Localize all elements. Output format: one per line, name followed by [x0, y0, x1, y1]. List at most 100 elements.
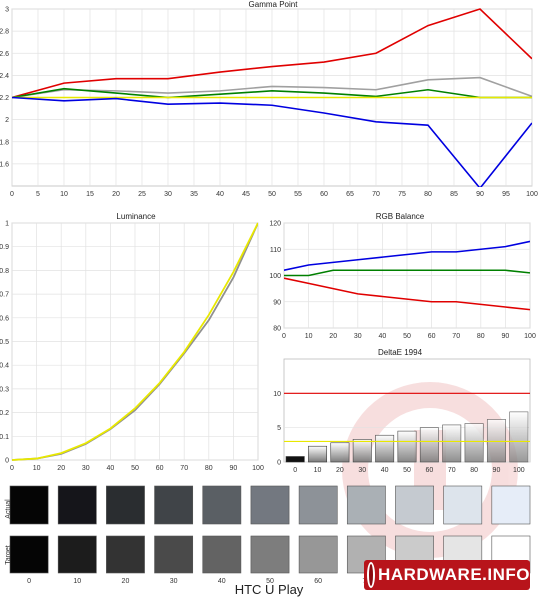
- y-tick-label: 0: [5, 458, 9, 465]
- y-tick-label: 3: [5, 7, 9, 14]
- deltae-bar-40: [375, 434, 395, 463]
- x-tick-label: 55: [294, 191, 302, 198]
- x-tick-label: 25: [138, 191, 146, 198]
- actual-row-label: Actual: [5, 499, 12, 519]
- series-line-0: [284, 240, 530, 272]
- y-tick-label: 110: [270, 247, 281, 254]
- x-tick-label: 60: [156, 465, 164, 472]
- deltae-chart-title: DeltaE 1994: [378, 348, 423, 357]
- deltae-bar-70: [442, 424, 462, 463]
- deltae-bar-0: [285, 456, 305, 463]
- x-tick-label: 80: [424, 191, 432, 198]
- x-tick-label: 60: [425, 467, 433, 474]
- x-tick-label: 10: [314, 467, 322, 474]
- y-tick-label: 2.8: [0, 29, 9, 36]
- series-line-2: [284, 277, 530, 311]
- x-tick-label: 80: [205, 465, 213, 472]
- x-tick-label: 70: [372, 191, 380, 198]
- x-tick-label: 50: [268, 191, 276, 198]
- actual-swatch-20: [106, 485, 145, 525]
- swatch-label: 50: [266, 578, 274, 585]
- x-tick-label: 35: [190, 191, 198, 198]
- y-tick-label: 0.7: [0, 292, 9, 299]
- x-tick-label: 10: [305, 333, 313, 340]
- actual-swatch-100: [491, 485, 531, 525]
- y-tick-label: 120: [269, 221, 281, 228]
- x-tick-label: 75: [398, 191, 406, 198]
- y-tick-label: 2.4: [0, 73, 9, 80]
- target-swatch-40: [202, 535, 242, 574]
- x-tick-label: 0: [282, 333, 286, 340]
- actual-swatch-60: [298, 485, 338, 525]
- y-tick-label: 0.1: [0, 434, 9, 441]
- x-tick-label: 70: [448, 467, 456, 474]
- hardware-info-logo-icon: [367, 562, 376, 588]
- x-tick-label: 10: [60, 191, 68, 198]
- x-tick-label: 50: [131, 465, 139, 472]
- y-tick-label: 1.8: [0, 139, 9, 146]
- x-tick-label: 100: [513, 467, 525, 474]
- x-tick-label: 30: [358, 467, 366, 474]
- luminance-chart-title: Luminance: [116, 212, 156, 221]
- y-tick-label: 1: [5, 221, 9, 228]
- actual-swatch-90: [443, 485, 483, 525]
- y-tick-label: 2.2: [0, 95, 9, 102]
- y-tick-label: 0.2: [0, 410, 9, 417]
- x-tick-label: 20: [112, 191, 120, 198]
- deltae-bar-10: [308, 445, 328, 463]
- deltae-bar-90: [486, 419, 506, 463]
- actual-swatch-30: [154, 485, 194, 525]
- y-tick-label: 0.6: [0, 315, 9, 322]
- y-tick-label: 2.6: [0, 51, 9, 58]
- luminance-chart: Luminance 00.10.20.30.40.50.60.70.80.910…: [0, 212, 264, 472]
- hardware-info-logo: HARDWARE.INFO: [364, 560, 530, 590]
- target-swatch-50: [250, 535, 290, 574]
- x-tick-label: 45: [242, 191, 250, 198]
- target-swatch-0: [9, 535, 49, 574]
- x-tick-label: 60: [320, 191, 328, 198]
- target-swatch-60: [298, 535, 338, 574]
- x-tick-label: 40: [381, 467, 389, 474]
- x-tick-label: 40: [216, 191, 224, 198]
- actual-swatch-40: [202, 485, 242, 525]
- brand-name: HARDWARE.INFO: [378, 565, 530, 584]
- device-title: HTC U Play: [234, 582, 304, 597]
- x-tick-label: 90: [493, 467, 501, 474]
- deltae-bar-50: [397, 430, 417, 463]
- series-line-4: [12, 96, 532, 187]
- target-swatch-20: [106, 535, 145, 574]
- x-tick-label: 20: [336, 467, 344, 474]
- x-tick-label: 80: [477, 333, 485, 340]
- actual-swatch-0: [9, 485, 49, 525]
- x-tick-label: 90: [476, 191, 484, 198]
- x-tick-label: 0: [293, 467, 297, 474]
- y-tick-label: 100: [269, 273, 281, 280]
- x-tick-label: 40: [107, 465, 115, 472]
- x-tick-label: 60: [428, 333, 436, 340]
- series-line-1: [284, 269, 530, 277]
- y-tick-label: 1.6: [0, 161, 9, 168]
- y-tick-label: 0.8: [0, 268, 9, 275]
- x-tick-label: 100: [252, 465, 264, 472]
- x-tick-label: 0: [10, 191, 14, 198]
- y-tick-label: 0.9: [0, 244, 9, 251]
- x-tick-label: 90: [502, 333, 510, 340]
- actual-swatch-50: [250, 485, 290, 525]
- target-row-label: Target: [5, 545, 12, 565]
- swatch-label: 40: [218, 578, 226, 585]
- swatch-label: 0: [27, 578, 31, 585]
- rgb-balance-chart: RGB Balance 80 90 100 110 120 0 10 20 30 40 50 60 70…: [269, 212, 536, 340]
- x-tick-label: 85: [450, 191, 458, 198]
- x-tick-label: 5: [36, 191, 40, 198]
- deltae-bar-60: [419, 427, 439, 463]
- x-tick-label: 40: [379, 333, 387, 340]
- x-tick-label: 20: [57, 465, 65, 472]
- actual-swatch-70: [346, 485, 386, 525]
- x-tick-label: 15: [86, 191, 94, 198]
- y-tick-label: 5: [277, 425, 281, 432]
- target-swatch-10: [57, 535, 97, 574]
- deltae-bar-20: [330, 442, 350, 463]
- x-tick-label: 95: [502, 191, 510, 198]
